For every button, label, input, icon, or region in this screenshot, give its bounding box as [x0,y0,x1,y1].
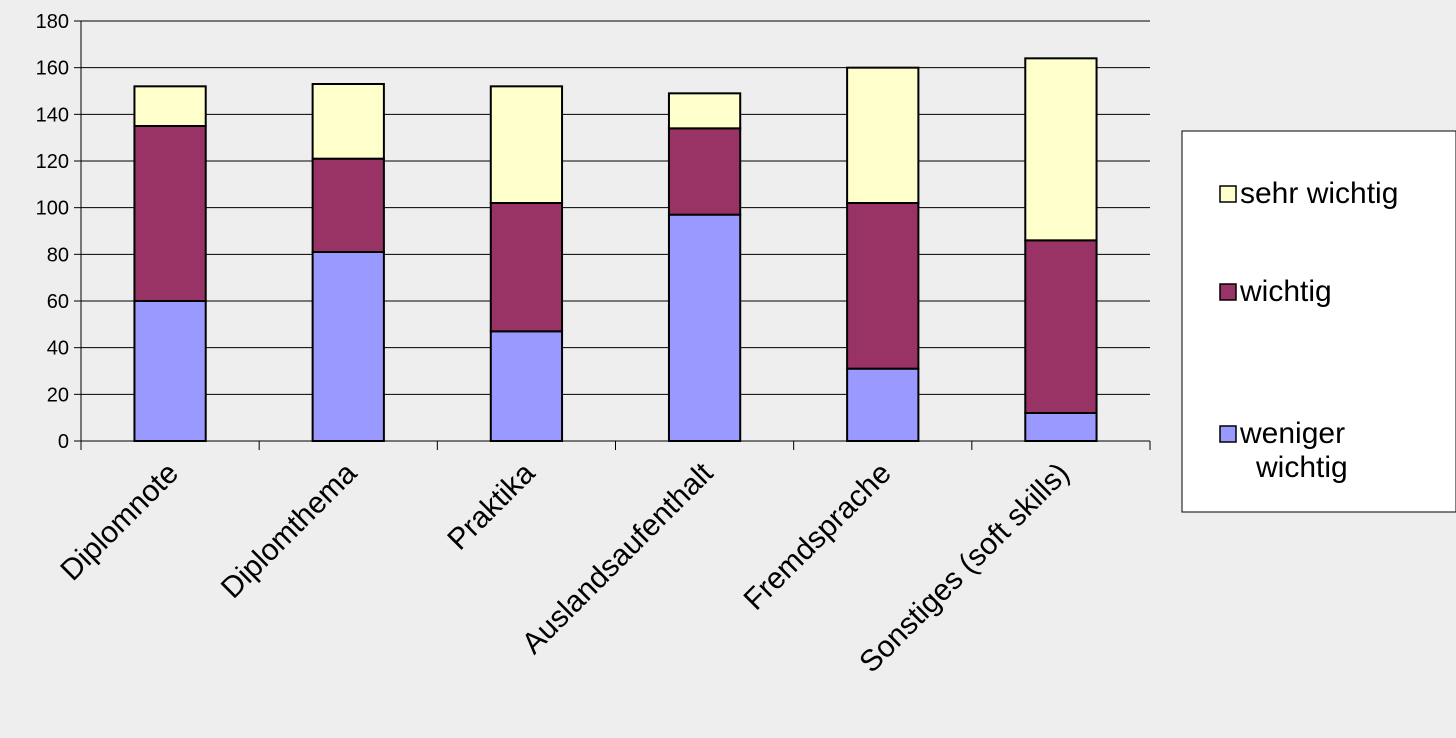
legend-swatch [1219,185,1237,203]
bar-segment [133,125,207,302]
bar-segment [667,127,742,216]
x-category-label: Fremdsprache [738,457,898,617]
bar-segment [311,83,385,160]
y-tick-label: 160 [36,58,69,80]
legend-label: sehr wichtig [1240,177,1398,210]
y-tick-label: 100 [36,198,69,220]
bar-segment [489,202,564,333]
bar-segment [667,213,742,442]
bar-segment [311,251,385,442]
bars [133,57,1098,443]
legend-label: wichtig [1239,275,1332,308]
x-category-label: Diplomnote [54,457,185,588]
axes [74,20,1151,450]
x-category-label: Diplomthema [215,456,364,605]
bar-segment [1024,57,1098,242]
bar-segment [489,330,564,443]
y-tick-label: 80 [47,244,69,266]
x-category-label: Praktika [441,456,541,556]
y-tick-label: 60 [47,291,69,313]
gridlines [81,20,1150,442]
bar-segment [133,85,207,128]
y-tick-label: 120 [36,151,69,173]
bar-segment [1024,412,1098,442]
legend-swatch [1219,283,1237,301]
bar-segment [846,202,920,370]
x-category-label: Auslandsaufenthalt [516,456,720,660]
bar-segment [489,85,564,204]
y-tick-label: 180 [36,11,69,33]
bar-segment [133,300,207,442]
y-tick-label: 0 [58,431,69,453]
y-tick-label: 140 [36,104,69,126]
legend-label: weniger [1239,417,1345,450]
y-tick-label: 40 [47,338,69,360]
bar-segment [846,66,920,204]
y-tick-label: 20 [47,384,69,406]
bar-segment [667,92,742,130]
bar-segment [311,157,385,254]
bar-segment [846,367,920,442]
legend-swatch [1219,425,1237,443]
bar-segment [1024,239,1098,414]
legend-label: wichtig [1255,451,1348,484]
